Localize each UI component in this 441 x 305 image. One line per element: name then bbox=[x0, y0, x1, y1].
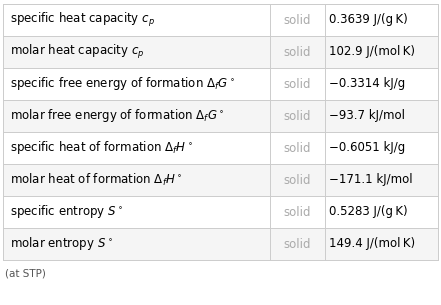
Bar bbox=[3, 36, 438, 68]
Text: 0.5283 J/(g K): 0.5283 J/(g K) bbox=[329, 206, 407, 218]
Bar bbox=[3, 164, 438, 196]
Text: specific entropy $S^\circ$: specific entropy $S^\circ$ bbox=[10, 203, 123, 221]
Text: −171.1 kJ/mol: −171.1 kJ/mol bbox=[329, 174, 413, 186]
Text: solid: solid bbox=[284, 109, 311, 123]
Text: specific heat capacity $c_p$: specific heat capacity $c_p$ bbox=[10, 11, 155, 29]
Text: specific heat of formation $\Delta_f H^\circ$: specific heat of formation $\Delta_f H^\… bbox=[10, 139, 193, 156]
Bar bbox=[3, 132, 438, 164]
Text: molar heat of formation $\Delta_f H^\circ$: molar heat of formation $\Delta_f H^\cir… bbox=[10, 172, 183, 188]
Text: 102.9 J/(mol K): 102.9 J/(mol K) bbox=[329, 45, 415, 59]
Text: −0.6051 kJ/g: −0.6051 kJ/g bbox=[329, 142, 405, 155]
Text: solid: solid bbox=[284, 142, 311, 155]
Bar bbox=[3, 68, 438, 100]
Bar bbox=[3, 4, 438, 36]
Text: solid: solid bbox=[284, 174, 311, 186]
Text: solid: solid bbox=[284, 206, 311, 218]
Text: molar free energy of formation $\Delta_f G^\circ$: molar free energy of formation $\Delta_f… bbox=[10, 107, 224, 124]
Text: solid: solid bbox=[284, 238, 311, 250]
Text: molar heat capacity $c_p$: molar heat capacity $c_p$ bbox=[10, 43, 145, 61]
Text: −93.7 kJ/mol: −93.7 kJ/mol bbox=[329, 109, 405, 123]
Text: molar entropy $S^\circ$: molar entropy $S^\circ$ bbox=[10, 235, 113, 253]
Text: −0.3314 kJ/g: −0.3314 kJ/g bbox=[329, 77, 405, 91]
Text: 149.4 J/(mol K): 149.4 J/(mol K) bbox=[329, 238, 415, 250]
Text: (at STP): (at STP) bbox=[5, 268, 46, 278]
Bar bbox=[3, 100, 438, 132]
Text: 0.3639 J/(g K): 0.3639 J/(g K) bbox=[329, 13, 408, 27]
Text: specific free energy of formation $\Delta_f G^\circ$: specific free energy of formation $\Delt… bbox=[10, 76, 235, 92]
Text: solid: solid bbox=[284, 77, 311, 91]
Bar bbox=[3, 196, 438, 228]
Text: solid: solid bbox=[284, 13, 311, 27]
Text: solid: solid bbox=[284, 45, 311, 59]
Bar bbox=[3, 228, 438, 260]
